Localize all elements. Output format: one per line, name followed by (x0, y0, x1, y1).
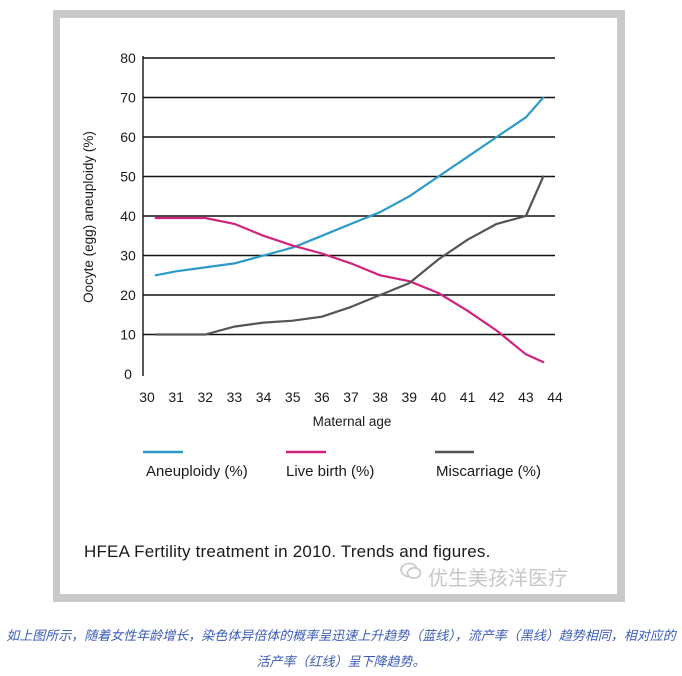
series-line-aneuploidy (154, 96, 545, 277)
x-tick-label-43: 43 (518, 389, 534, 405)
y-tick-label-30: 30 (120, 248, 136, 264)
legend-label-miscarriage: Miscarriage (%) (436, 463, 541, 480)
legend-label-aneuploidy: Aneuploidy (%) (146, 463, 248, 480)
legend: Aneuploidy (%) Live birth (%) Miscarriage … (143, 450, 541, 480)
legend-label-live-birth: Live birth (%) (286, 463, 374, 480)
x-axis-label: Maternal age (313, 414, 392, 429)
x-tick-labels: 30 31 32 33 34 35 36 37 38 39 40 41 42 43 44 (139, 389, 563, 405)
caption: 如上图所示，随着女性年龄增长，染色体异倍体的概率呈迅速上升趋势（蓝线），流产率（… (6, 629, 676, 670)
y-tick-label-20: 20 (120, 287, 136, 303)
x-tick-label-31: 31 (168, 389, 184, 405)
y-axis-label: Oocyte (egg) aneuploidy (%) (81, 131, 96, 303)
x-tick-label-41: 41 (460, 389, 476, 405)
y-tick-labels: 0 10 20 30 40 50 60 70 80 (120, 50, 136, 382)
x-tick-label-38: 38 (372, 389, 388, 405)
x-tick-label-30: 30 (139, 389, 155, 405)
x-tick-label-37: 37 (343, 389, 359, 405)
x-tick-label-39: 39 (401, 389, 417, 405)
y-tick-label-60: 60 (120, 129, 136, 145)
y-tick-label-40: 40 (120, 208, 136, 224)
y-tick-label-10: 10 (120, 327, 136, 343)
watermark: 优生美孩洋医疗 (400, 562, 568, 591)
x-tick-label-33: 33 (227, 389, 243, 405)
watermark-text: 优生美孩洋医疗 (428, 566, 568, 590)
series-lines (154, 96, 545, 364)
y-tick-label-50: 50 (120, 169, 136, 185)
series-line-live-birth (154, 216, 545, 364)
gridlines (143, 57, 555, 336)
y-tick-label-80: 80 (120, 50, 136, 66)
x-tick-label-35: 35 (285, 389, 301, 405)
x-tick-label-42: 42 (489, 389, 505, 405)
x-tick-label-44: 44 (547, 389, 563, 405)
line-chart: 0 10 20 30 40 50 60 70 80 30 31 32 33 34 35 36 37 38 39 40… (81, 50, 563, 480)
wechat-icon (400, 562, 422, 587)
x-tick-label-40: 40 (431, 389, 447, 405)
figure-panel (60, 18, 617, 594)
source-note: HFEA Fertility treatment in 2010. Trends… (84, 542, 491, 561)
y-tick-label-70: 70 (120, 90, 136, 106)
x-tick-label-34: 34 (256, 389, 272, 405)
x-tick-label-36: 36 (314, 389, 330, 405)
x-tick-label-32: 32 (197, 389, 213, 405)
y-tick-label-0: 0 (124, 366, 132, 382)
series-line-miscarriage (154, 175, 545, 336)
